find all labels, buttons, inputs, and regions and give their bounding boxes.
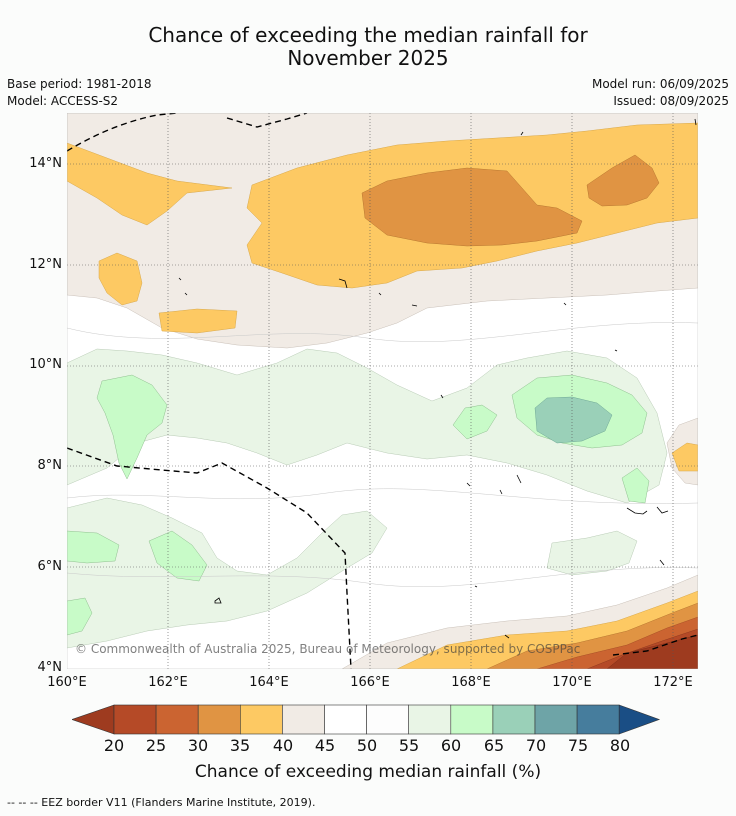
- lon-tick-170e: 170°E: [552, 675, 592, 690]
- contour-lines: [67, 322, 698, 587]
- model-run-date: Model run: 06/09/2025: [591, 77, 729, 91]
- lon-tick-164e: 164°E: [249, 675, 289, 690]
- colorbar-label-40: 40: [272, 736, 294, 755]
- lon-tick-168e: 168°E: [451, 675, 491, 690]
- map-title-line-2: November 2025: [287, 46, 449, 70]
- eez-border: [67, 113, 698, 669]
- region-60-65-southwest-1: [67, 530, 120, 564]
- colorbar-segment-65: [492, 704, 536, 735]
- region-60-65-southwest-2: [148, 530, 208, 582]
- lon-tick-160e: 160°E: [47, 675, 87, 690]
- lat-tick-4n: 4°N: [37, 660, 63, 675]
- colorbar-segment-60: [450, 704, 494, 735]
- colorbar-label-25: 25: [145, 736, 167, 755]
- colorbar-extend-low: [72, 704, 115, 735]
- colorbar-label-50: 50: [356, 736, 378, 755]
- islands: [178, 118, 697, 639]
- lon-tick-172e: 172°E: [653, 675, 693, 690]
- colorbar-label-80: 80: [609, 736, 631, 755]
- region-65-70-core: [534, 396, 613, 444]
- lat-tick-10n: 10°N: [29, 357, 62, 372]
- graticule: [67, 113, 698, 669]
- colorbar-segment-55: [408, 704, 452, 735]
- colorbar-segment-30: [197, 704, 241, 735]
- lon-tick-162e: 162°E: [148, 675, 188, 690]
- rainfall-probability-map: [67, 113, 698, 669]
- region-60-65-west: [96, 374, 168, 480]
- region-55-60-southeast: [546, 530, 638, 576]
- colorbar-extend-high: [618, 704, 661, 735]
- region-55-60-southwest: [67, 497, 388, 649]
- region-60-65-small: [452, 404, 498, 440]
- colorbar-label-70: 70: [525, 736, 547, 755]
- eez-legend-note: -- -- -- EEZ border V11 (Flanders Marine…: [7, 796, 316, 809]
- lat-tick-6n: 6°N: [37, 559, 63, 574]
- region-35-40-small-blob: [158, 308, 238, 334]
- colorbar-segment-20: [113, 704, 157, 735]
- map-title-line-1: Chance of exceeding the median rainfall …: [148, 23, 588, 47]
- colorbar-title: Chance of exceeding median rainfall (%): [194, 762, 542, 782]
- colorbar-segment-45: [324, 704, 367, 735]
- colorbar-segment-50: [366, 704, 410, 735]
- colorbar-label-55: 55: [398, 736, 420, 755]
- region-55-60-central: [67, 348, 668, 504]
- region-35-40-northwest: [67, 142, 233, 226]
- colorbar-label-45: 45: [314, 736, 336, 755]
- issued-date: Issued: 08/09/2025: [613, 94, 729, 108]
- region-30-35-east: [586, 154, 660, 207]
- colorbar-segment-40: [282, 704, 325, 735]
- region-35-40-west-blob: [98, 252, 143, 306]
- base-period: Base period: 1981-2018: [7, 77, 152, 91]
- colorbar-segment-75: [576, 704, 620, 735]
- colorbar-segment-25: [155, 704, 199, 735]
- colorbar-label-30: 30: [187, 736, 209, 755]
- colorbar-label-20: 20: [103, 736, 125, 755]
- lat-tick-14n: 14°N: [29, 156, 62, 171]
- region-60-65-east-small: [621, 467, 650, 504]
- copyright-notice: © Commonwealth of Australia 2025, Bureau…: [75, 642, 581, 656]
- lat-tick-12n: 12°N: [29, 257, 62, 272]
- colorbar-label-60: 60: [440, 736, 462, 755]
- colorbar-label-35: 35: [229, 736, 251, 755]
- colorbar-label-75: 75: [567, 736, 589, 755]
- region-60-65-southwest-3: [67, 597, 93, 636]
- colorbar: [72, 704, 661, 735]
- colorbar-label-65: 65: [483, 736, 505, 755]
- model-name: Model: ACCESS-S2: [7, 94, 119, 108]
- colorbar-segment-70: [534, 704, 578, 735]
- region-30-35-core: [361, 167, 583, 247]
- lon-tick-166e: 166°E: [350, 675, 390, 690]
- colorbar-segment-35: [240, 704, 283, 735]
- region-35-40-east-blob: [671, 442, 698, 472]
- lat-tick-8n: 8°N: [37, 458, 63, 473]
